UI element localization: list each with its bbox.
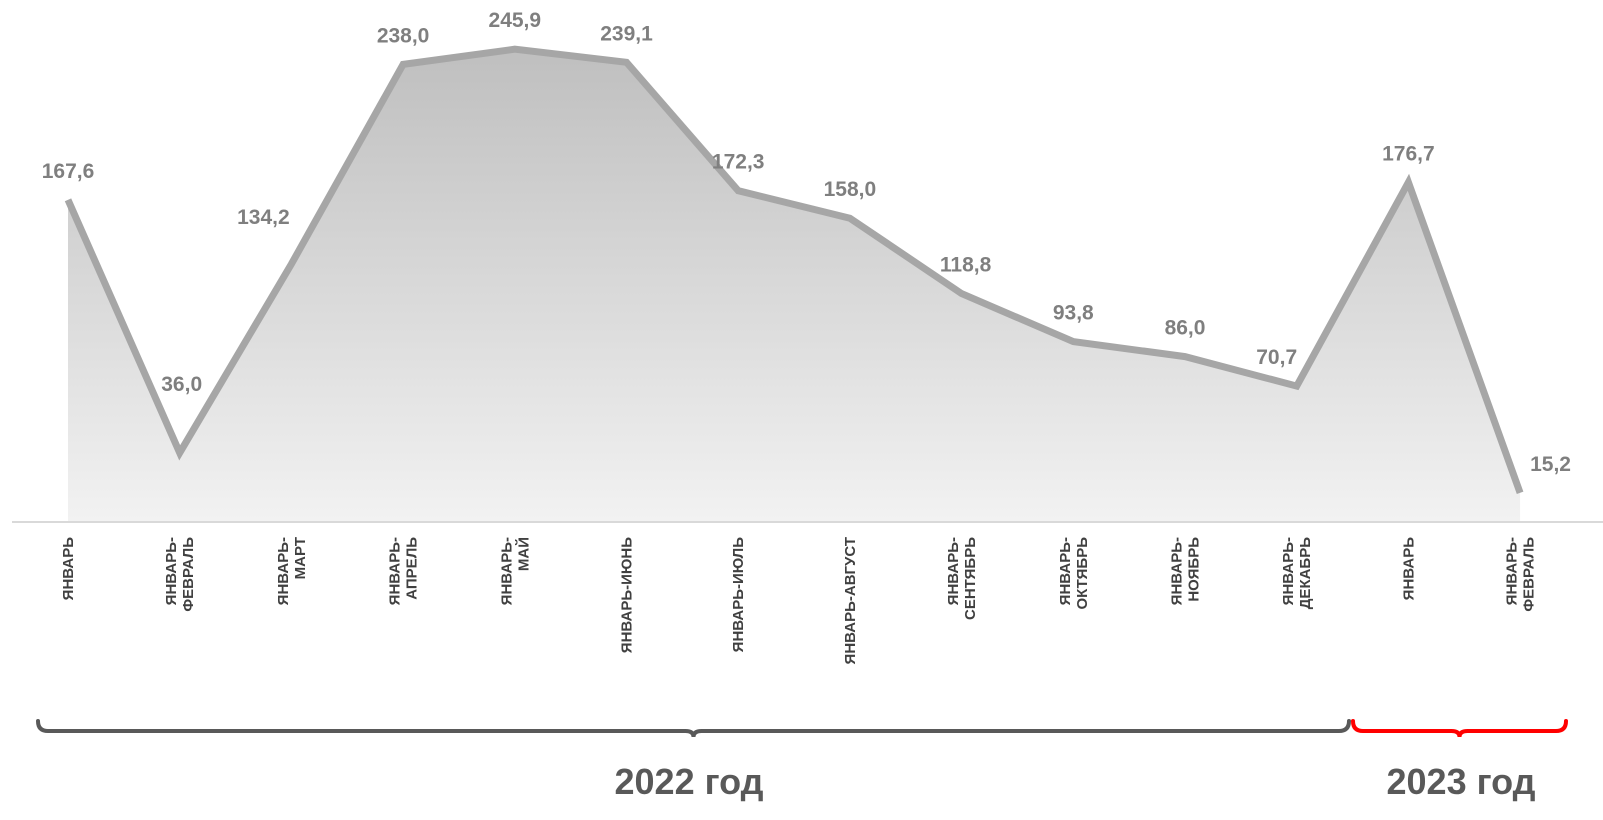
category-label: ЯНВАРЬ-АПРЕЛЬ — [387, 537, 421, 606]
data-label: 118,8 — [940, 254, 992, 277]
category-label: ЯНВАРЬ-ИЮНЬ — [619, 537, 636, 653]
data-label: 134,2 — [237, 206, 290, 229]
data-label: 158,0 — [824, 178, 877, 201]
data-label: 93,8 — [1053, 302, 1094, 325]
data-label: 238,0 — [377, 24, 430, 47]
data-label: 36,0 — [161, 373, 202, 396]
category-label: ЯНВАРЬ-АВГУСТ — [842, 537, 859, 664]
category-label: ЯНВАРЬ — [60, 537, 77, 601]
year-label: 2022 год — [615, 761, 764, 802]
data-label: 176,7 — [1382, 142, 1435, 165]
category-label: ЯНВАРЬ-ФЕВРАЛЬ — [163, 537, 197, 612]
year-groups: 2022 год 2023 год — [36, 719, 1568, 802]
data-label: 239,1 — [600, 22, 653, 45]
data-label: 15,2 — [1530, 453, 1571, 476]
data-label: 172,3 — [712, 151, 765, 174]
category-label: ЯНВАРЬ-НОЯБРЬ — [1169, 537, 1203, 606]
year-brace — [36, 719, 1351, 738]
category-label: ЯНВАРЬ-СЕНТЯБРЬ — [945, 537, 979, 620]
data-label: 86,0 — [1165, 317, 1206, 340]
area-fill — [68, 49, 1521, 522]
data-label: 70,7 — [1256, 346, 1297, 369]
year-label: 2023 год — [1387, 761, 1536, 802]
category-label: ЯНВАРЬ-МАРТ — [275, 537, 309, 605]
series-line — [64, 45, 1524, 494]
data-label: 245,9 — [489, 9, 542, 32]
value-labels: 167,6 36,0 134,2 238,0 245,9 239,1 172,3 158,0 1… — [42, 9, 1571, 476]
data-label: 167,6 — [42, 160, 95, 183]
category-label: ЯНВАРЬ-ИЮЛЬ — [730, 537, 747, 653]
year-brace — [1351, 719, 1568, 738]
category-label: ЯНВАРЬ-ФЕВРАЛЬ — [1504, 537, 1538, 612]
category-label: ЯНВАРЬ-ОКТЯБРЬ — [1057, 537, 1091, 610]
category-labels: ЯНВАРЬ ЯНВАРЬ-ФЕВРАЛЬ ЯНВАРЬ-МАРТ ЯНВАРЬ-АП… — [60, 537, 1538, 665]
category-label: ЯНВАРЬ-ДЕКАБРЬ — [1280, 537, 1314, 609]
category-label: ЯНВАРЬ — [1400, 537, 1417, 601]
category-label: ЯНВАРЬ-МАЙ — [498, 537, 532, 605]
